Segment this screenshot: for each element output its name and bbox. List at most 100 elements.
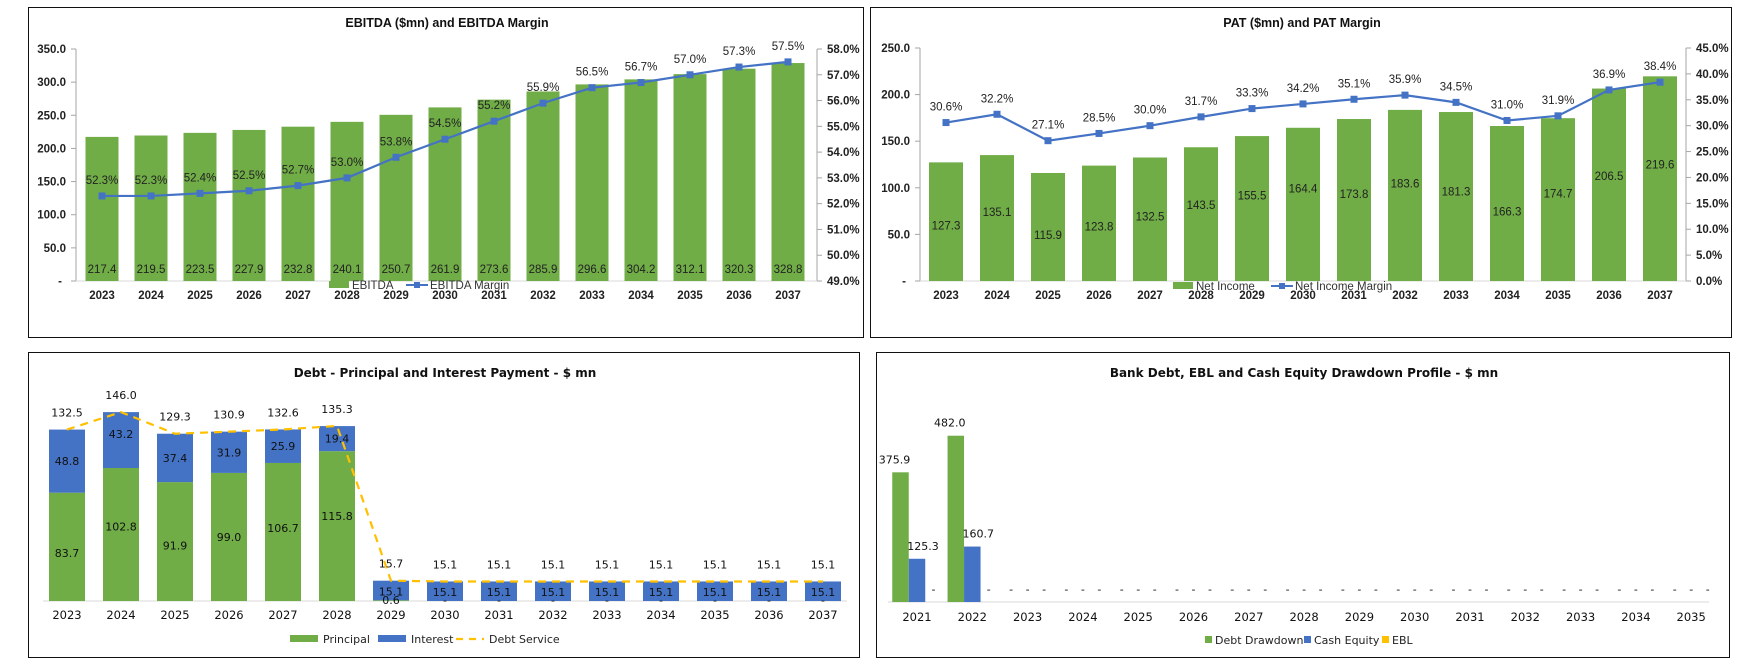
y2-tick-label: 57.0% (827, 70, 860, 82)
y-tick-label: 100.0 (881, 183, 910, 195)
y-tick-label: 50.0 (888, 229, 910, 241)
debt-payment-chart: Debt - Principal and Interest Payment - … (43, 366, 847, 646)
y-tick-label: 150.0 (881, 136, 910, 148)
zero-data-label: - (1208, 583, 1212, 596)
bar-data-label: 155.5 (1238, 191, 1267, 203)
bar-interest (589, 581, 625, 601)
debt-service-data-label: 15.1 (703, 558, 728, 571)
bar-data-label: 127.3 (932, 221, 961, 233)
margin-marker (1554, 112, 1562, 120)
bar-net-income (1031, 172, 1065, 281)
debt-service-data-label: 15.1 (595, 558, 620, 571)
bar-data-label: 482.0 (934, 417, 966, 430)
x-tick-label: 2024 (106, 608, 135, 622)
principal-data-label: - (497, 594, 501, 607)
x-tick-label: 2030 (1290, 290, 1316, 302)
margin-data-label: 57.0% (674, 54, 707, 66)
margin-marker (441, 135, 449, 143)
margin-marker (686, 71, 694, 79)
x-tick-label: 2031 (484, 608, 513, 622)
x-tick-label: 2031 (1455, 610, 1484, 624)
bar-data-label: 320.3 (725, 264, 754, 276)
x-tick-label: 2034 (628, 290, 654, 302)
x-tick-label: 2029 (383, 290, 409, 302)
bar-data-label: 164.4 (1289, 183, 1318, 195)
margin-data-label: 54.5% (429, 118, 462, 130)
bar-data-label: 328.8 (774, 264, 803, 276)
x-tick-label: 2022 (958, 610, 987, 624)
zero-data-label: - (1026, 583, 1030, 596)
margin-marker (245, 187, 253, 195)
bar-principal (319, 451, 355, 601)
ebitda-chart: EBITDA ($mn) and EBITDA Margin - 50.0 100.0… (37, 16, 860, 302)
interest-data-label: 15.1 (649, 586, 674, 599)
y2-tick-label: 10.0% (1696, 224, 1729, 236)
margin-marker (1299, 100, 1307, 108)
debt-service-data-label: 15.1 (811, 558, 836, 571)
x-tick-label: 2037 (1647, 290, 1673, 302)
margin-marker (147, 192, 155, 200)
x-tick-label: 2026 (214, 608, 243, 622)
zero-data-label: - (1042, 583, 1046, 596)
bar-data-label: 261.9 (431, 264, 460, 276)
bar-principal (103, 468, 139, 601)
margin-marker (784, 58, 792, 66)
interest-data-label: 48.8 (55, 455, 80, 468)
pat-chart-panel: PAT ($mn) and PAT Margin - 50.0 100.0 150.0 2… (870, 7, 1732, 338)
zero-data-label: - (1153, 583, 1157, 596)
zero-data-label: - (1374, 583, 1378, 596)
zero-data-label: - (1175, 583, 1179, 596)
margin-data-label: 55.9% (527, 82, 560, 94)
x-tick-label: 2025 (160, 608, 189, 622)
principal-data-label: 91.9 (163, 540, 188, 553)
x-tick-label: 2031 (481, 290, 507, 302)
legend-label-bar: EBITDA (352, 280, 394, 292)
bar-interest (373, 580, 409, 601)
y2-tick-label: 52.0% (827, 199, 860, 211)
x-tick-label: 2033 (579, 290, 605, 302)
margin-data-label: 31.7% (1185, 96, 1218, 108)
bar-net-income (1184, 147, 1218, 281)
y-tick-label: - (58, 276, 62, 288)
margin-data-label: 36.9% (1593, 69, 1626, 81)
y-tick-label: 250.0 (37, 110, 66, 122)
legend-label-cash-equity: Cash Equity (1314, 634, 1380, 647)
interest-data-label: 15.1 (379, 585, 404, 598)
legend-label-ebl: EBL (1392, 634, 1413, 647)
debt-service-data-label: 15.1 (487, 558, 512, 571)
interest-data-label: 15.1 (541, 586, 566, 599)
bar-data-label: 227.9 (235, 264, 264, 276)
bar-data-label: 166.3 (1493, 207, 1522, 219)
bar-net-income (1082, 165, 1116, 281)
bar-interest (211, 431, 247, 473)
x-tick-label: 2035 (1545, 290, 1571, 302)
bar-principal (157, 482, 193, 601)
x-tick-label: 2035 (677, 290, 703, 302)
debt-service-line (66, 410, 823, 583)
bar-interest (427, 581, 463, 601)
legend-swatch-marker (414, 282, 420, 288)
x-tick-label: 2028 (322, 608, 351, 622)
x-tick-label: 2032 (1511, 610, 1540, 624)
bar-ebitda (477, 99, 511, 281)
zero-data-label: - (1634, 583, 1638, 596)
debt-service-data-label: 15.1 (649, 558, 674, 571)
bar-debt-drawdown (892, 472, 909, 602)
bar-ebitda (428, 107, 462, 282)
debt-service-data-label: 15.7 (379, 558, 404, 571)
margin-data-label: 52.3% (135, 175, 168, 187)
y2-tick-label: 0.0% (1696, 276, 1722, 288)
bar-principal (49, 492, 85, 601)
zero-data-label: - (1523, 583, 1527, 596)
margin-data-label: 52.3% (86, 175, 119, 187)
bar-interest (157, 433, 193, 483)
zero-data-label: - (1617, 583, 1621, 596)
bar-net-income (980, 155, 1014, 281)
margin-marker (1146, 122, 1154, 130)
zero-data-label: - (1706, 583, 1710, 596)
y-tick-label: 50.0 (44, 243, 66, 255)
x-tick-label: 2023 (89, 290, 115, 302)
chart-title: PAT ($mn) and PAT Margin (1223, 16, 1380, 30)
bar-principal (211, 472, 247, 601)
margin-marker (1350, 95, 1358, 103)
